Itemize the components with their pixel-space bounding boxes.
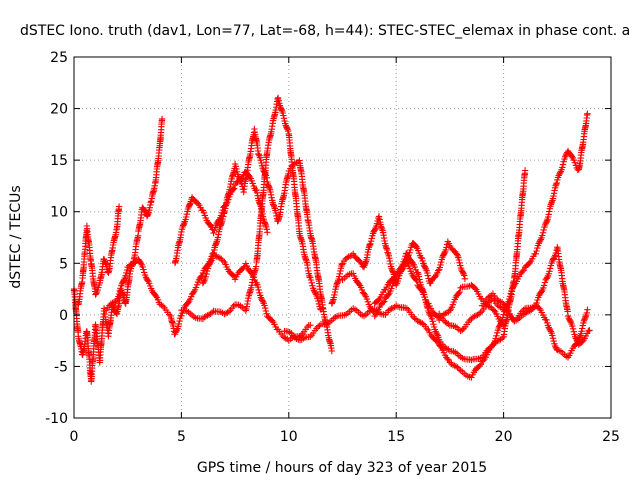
- data-series-11: [478, 290, 591, 361]
- series-markers: [199, 125, 335, 355]
- data-series-12: [371, 259, 507, 329]
- series-markers: [371, 259, 507, 329]
- series-markers: [339, 110, 591, 364]
- data-series-9: [339, 110, 591, 364]
- x-tick-label: 0: [70, 429, 79, 445]
- x-tick-label: 5: [177, 429, 186, 445]
- y-tick-label: 15: [50, 153, 68, 169]
- series-markers: [103, 250, 314, 344]
- series-markers: [75, 203, 123, 308]
- data-series-6: [199, 125, 335, 355]
- x-tick-label: 20: [495, 429, 513, 445]
- y-tick-label: 20: [50, 102, 68, 118]
- series-markers: [178, 94, 325, 323]
- y-tick-label: -10: [45, 411, 68, 427]
- data-series-3: [103, 250, 314, 344]
- grid-layer: [74, 57, 611, 418]
- series-markers: [171, 168, 271, 267]
- plot-frame: [73, 56, 612, 419]
- chart-title: dSTEC Iono. truth (dav1, Lon=77, Lat=-68…: [20, 23, 630, 39]
- y-tick-label: -5: [54, 359, 68, 375]
- series-markers: [478, 290, 591, 361]
- x-tick-label: 10: [280, 429, 298, 445]
- y-tick-label: 25: [50, 50, 68, 66]
- y-axis-label: dSTEC / TECUs: [8, 185, 24, 288]
- x-axis-label: GPS time / hours of day 323 of year 2015: [197, 460, 487, 476]
- data-series-4: [171, 168, 271, 267]
- x-tick-label: 15: [387, 429, 405, 445]
- data-series-8: [328, 213, 469, 307]
- tick-layer: 0 5 10 15 20 25 -10 -5 0 5 10 15 20 25: [45, 50, 620, 445]
- x-tick-label: 25: [602, 429, 620, 445]
- data-series-5: [178, 94, 325, 323]
- y-tick-label: 0: [59, 308, 68, 324]
- y-tick-label: 10: [50, 205, 68, 221]
- data-series-2: [75, 203, 123, 308]
- y-tick-label: 5: [59, 256, 68, 272]
- series-markers: [328, 213, 469, 307]
- data-points: [70, 94, 593, 385]
